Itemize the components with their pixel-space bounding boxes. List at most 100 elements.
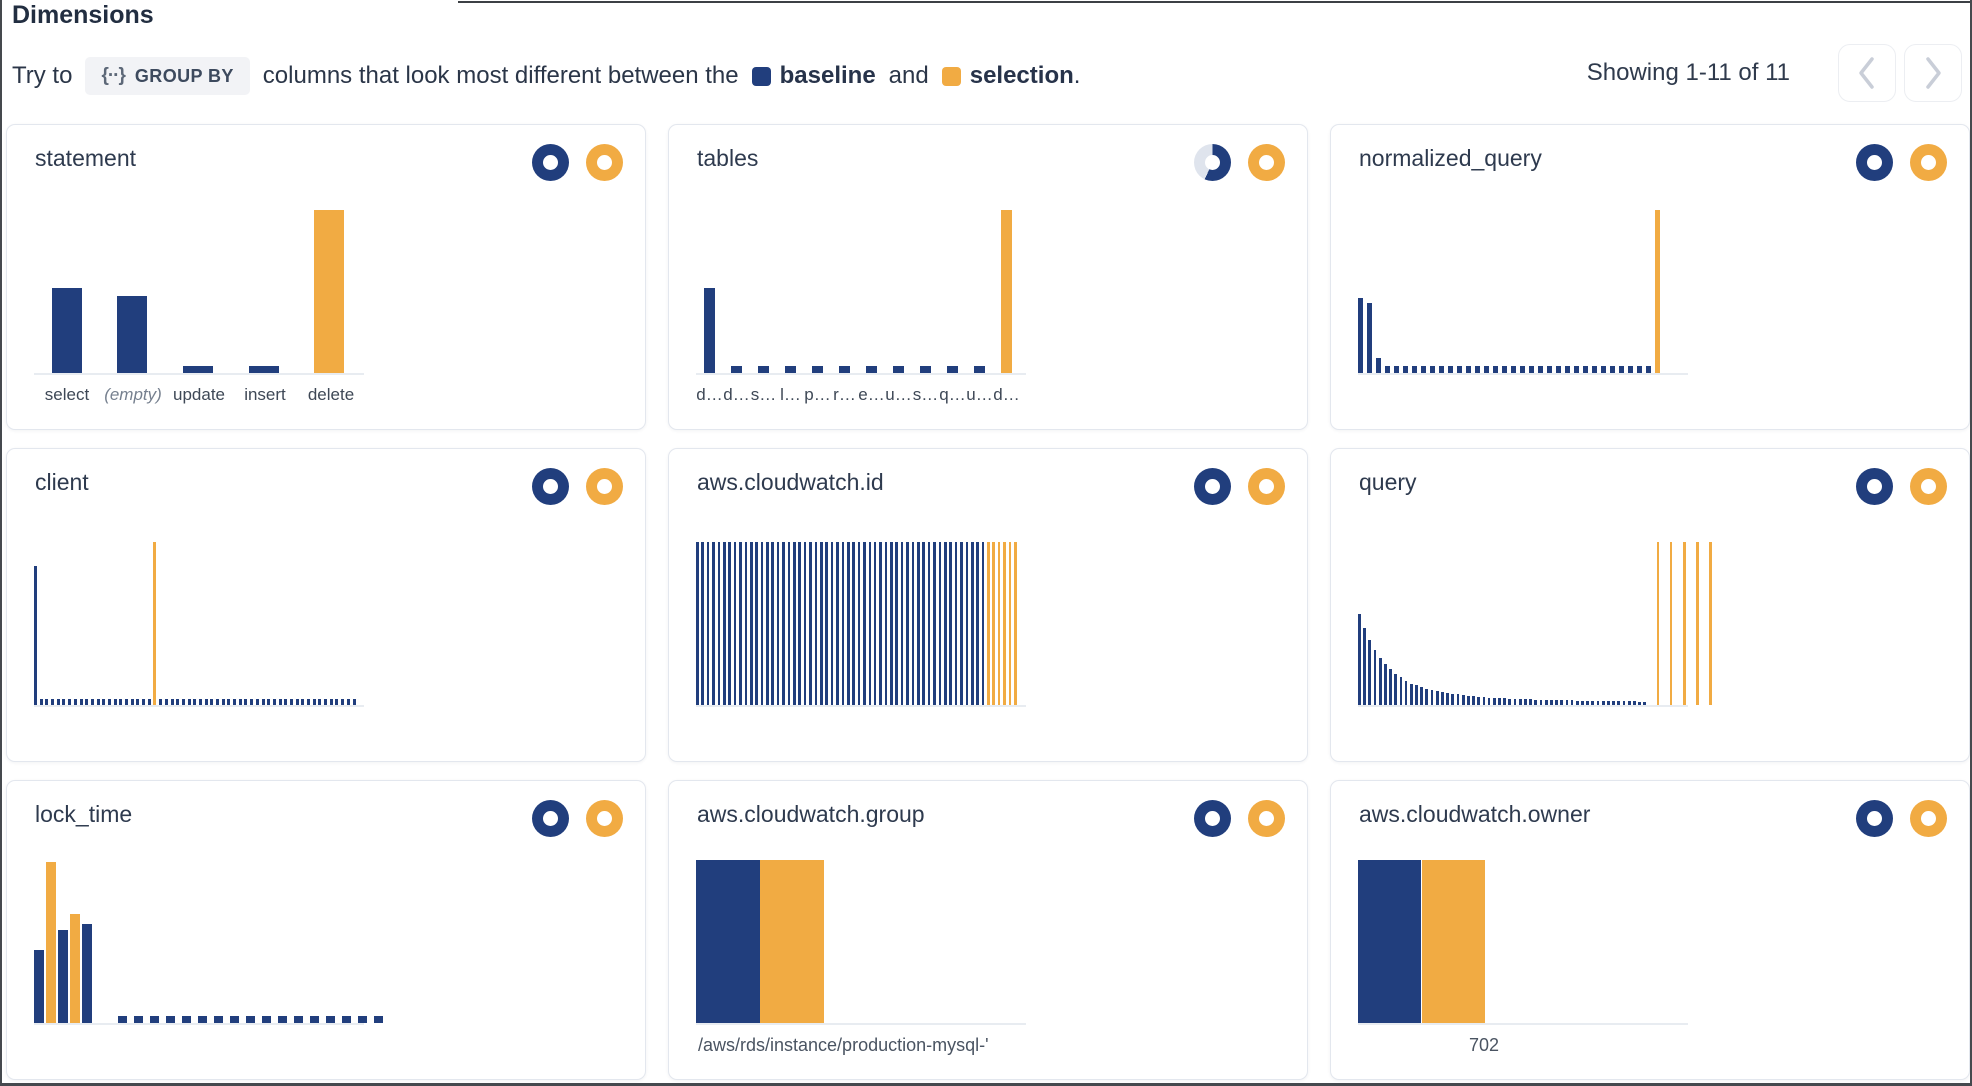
baseline-bar — [117, 296, 148, 373]
baseline-bar — [1439, 366, 1444, 373]
baseline-bar — [68, 699, 72, 705]
baseline-bar — [760, 542, 764, 705]
group-by-chip[interactable]: {··} GROUP BY — [85, 57, 250, 95]
baseline-bar — [798, 542, 802, 705]
dimension-card[interactable]: normalized_query — [1330, 124, 1970, 430]
x-tick-label: u… — [885, 385, 912, 404]
baseline-bar — [974, 366, 985, 373]
selection-bar — [314, 210, 345, 373]
baseline-bar — [221, 699, 225, 705]
mini-histogram[interactable] — [34, 860, 383, 1025]
chevron-right-icon — [1926, 57, 1941, 89]
prev-page-button[interactable] — [1838, 44, 1896, 102]
baseline-bar — [147, 699, 151, 705]
baseline-bar — [744, 542, 748, 705]
selection-bar — [1709, 542, 1713, 705]
page-title: Dimensions — [12, 1, 154, 29]
baseline-bar — [1549, 699, 1553, 705]
x-tick-label: (empty) — [104, 385, 162, 404]
mini-histogram[interactable] — [1358, 542, 1713, 707]
baseline-bar — [733, 542, 737, 705]
selection-bar — [760, 860, 824, 1023]
selection-bar — [1696, 542, 1699, 705]
baseline-bar — [182, 365, 213, 373]
mini-histogram[interactable]: 702 — [1358, 860, 1688, 1055]
baseline-bar — [1637, 366, 1642, 373]
baseline-bar — [722, 542, 726, 705]
donut-indicators — [1194, 144, 1285, 181]
baseline-donut-icon — [532, 468, 569, 505]
baseline-bar — [933, 542, 936, 705]
dimension-card[interactable]: aws.cloudwatch.group/aws/rds/instance/pr… — [668, 780, 1308, 1080]
baseline-bar — [1363, 628, 1366, 705]
baseline-bar — [981, 542, 985, 705]
baseline-bar — [1435, 691, 1439, 705]
baseline-bar — [329, 699, 333, 705]
baseline-bar — [1477, 696, 1481, 705]
baseline-bar — [278, 1015, 287, 1023]
mini-histogram[interactable] — [1358, 210, 1688, 375]
selection-donut-icon — [586, 800, 623, 837]
dimension-card[interactable]: lock_time — [6, 780, 646, 1080]
selection-donut-icon — [586, 468, 623, 505]
mini-histogram[interactable]: /aws/rds/instance/production-mysql-' — [696, 860, 1026, 1055]
dimension-card[interactable]: client — [6, 448, 646, 762]
card-header: normalized_query — [1331, 125, 1969, 181]
baseline-bar — [289, 699, 293, 705]
dimension-card[interactable]: aws.cloudwatch.id — [668, 448, 1308, 762]
baseline-bar — [782, 542, 785, 705]
baseline-bar — [102, 699, 106, 705]
histogram-bars — [34, 860, 383, 1023]
baseline-bar — [712, 542, 715, 705]
baseline-bar — [1484, 366, 1489, 373]
baseline-bar — [943, 542, 947, 705]
card-title: tables — [697, 145, 759, 171]
baseline-bar — [704, 288, 715, 373]
histogram-bars — [696, 860, 1024, 1023]
baseline-bar — [1399, 677, 1403, 705]
baseline-bar — [731, 366, 742, 373]
baseline-bar — [294, 1015, 303, 1023]
baseline-bar — [307, 699, 310, 705]
dimension-card[interactable]: query — [1330, 448, 1970, 762]
baseline-bar — [884, 542, 888, 705]
x-tick-label: update — [173, 385, 225, 404]
baseline-bar — [246, 1015, 255, 1023]
baseline-bar — [34, 566, 37, 705]
baseline-bar — [1461, 695, 1465, 705]
donut-indicators — [532, 468, 623, 505]
dimension-card[interactable]: tables d… d… s… l… p… r… e… u… s… q… u… d… — [668, 124, 1308, 430]
baseline-bar — [193, 699, 197, 705]
baseline-donut-icon — [532, 144, 569, 181]
baseline-bar — [1367, 302, 1372, 373]
baseline-bar — [1570, 700, 1574, 705]
card-header: lock_time — [7, 781, 645, 837]
mini-histogram[interactable] — [34, 542, 364, 707]
card-header: client — [7, 449, 645, 505]
baseline-bar — [341, 699, 345, 705]
card-title: client — [35, 469, 89, 495]
donut-indicators — [1194, 800, 1285, 837]
baseline-bar — [1394, 366, 1399, 373]
x-axis-labels: select (empty) update insert delete — [34, 385, 364, 405]
baseline-bar — [1583, 366, 1588, 373]
baseline-bar — [198, 699, 202, 705]
baseline-bar — [809, 542, 812, 705]
mini-histogram[interactable]: select (empty) update insert delete — [34, 210, 364, 404]
dimension-card[interactable]: statement select (empty) update insert delete — [6, 124, 646, 430]
next-page-button[interactable] — [1904, 44, 1962, 102]
histogram-bars — [1358, 210, 1686, 373]
baseline-bar — [1511, 366, 1516, 373]
baseline-bar — [1592, 366, 1597, 373]
baseline-bar — [1628, 366, 1633, 373]
baseline-bar — [214, 1015, 223, 1023]
mini-histogram[interactable] — [696, 542, 1026, 707]
selection-bar — [1422, 860, 1485, 1023]
baseline-donut-icon — [1856, 468, 1893, 505]
dimension-card[interactable]: aws.cloudwatch.owner 702 — [1330, 780, 1970, 1080]
mini-histogram[interactable]: d… d… s… l… p… r… e… u… s… q… u… d… — [696, 210, 1026, 404]
baseline-bar — [1487, 697, 1491, 705]
baseline-bar — [34, 949, 44, 1023]
baseline-bar — [1475, 366, 1480, 373]
baseline-bar — [166, 1015, 175, 1023]
